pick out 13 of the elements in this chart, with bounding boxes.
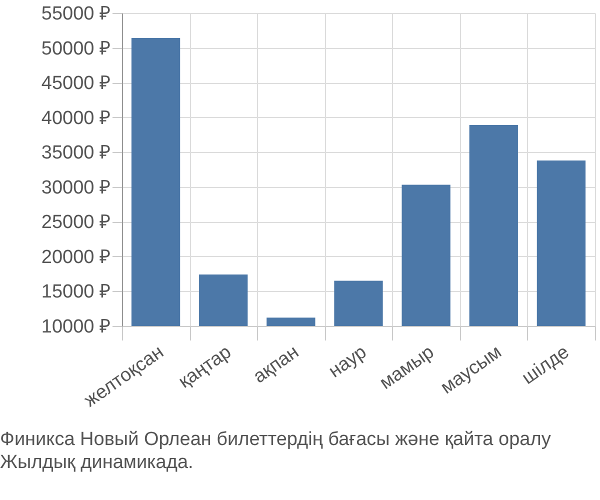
y-tick-label: 50000 ₽ — [41, 38, 110, 60]
text: Финикса Новый Орлеан билеттердің бағасы және қайта оралу — [0, 429, 552, 450]
y-tick-label: 20000 ₽ — [41, 246, 110, 268]
y-tick-label: 15000 ₽ — [41, 282, 110, 303]
y-tick-label: 35000 ₽ — [41, 142, 110, 164]
y-tick-label: 30000 ₽ — [41, 177, 110, 198]
y-tick-label: 10000 ₽ — [41, 316, 110, 338]
y-tick-label: 55000 ₽ — [41, 4, 110, 24]
y-tick-label: 40000 ₽ — [41, 108, 110, 129]
text: Жылдық динамикада. — [0, 452, 194, 474]
y-tick-label: 45000 ₽ — [41, 73, 110, 94]
y-tick-label: 25000 ₽ — [41, 212, 110, 234]
x-tick-label: наур — [325, 342, 370, 382]
